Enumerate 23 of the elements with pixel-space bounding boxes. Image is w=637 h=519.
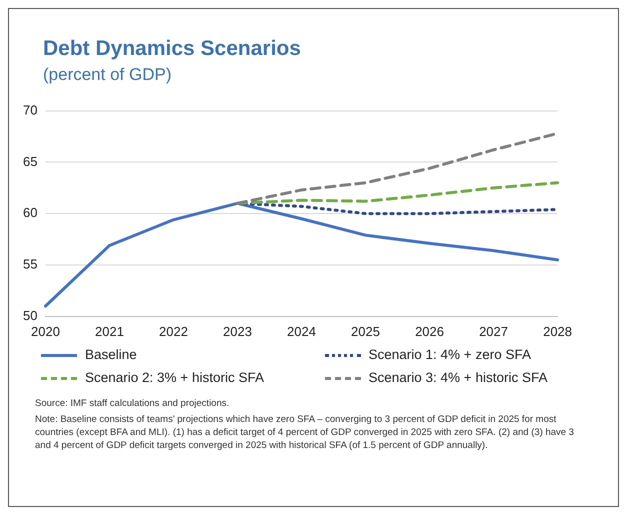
chart-title: Debt Dynamics Scenarios [43, 37, 302, 61]
x-tick-label: 2024 [287, 324, 316, 339]
x-tick-label: 2020 [31, 324, 60, 339]
text: Note: Baseline consists of teams' projections which have zero SFA – converging to 3 percent of GDP deficit in 2025 for most countries (except BFA and MLI). (1) has a deficit target of 4 percent of GDP converged in 2025 with zero SFA. (2) and (3) have 3 and 4 percent of GDP deficit targets converged in 2025 with historical SFA (of 1.5 percent of GDP annually). [35, 413, 575, 452]
legend-label: Scenario 1: 4% + zero SFA [368, 347, 531, 362]
y-tick-label: 60 [22, 205, 38, 220]
y-tick-label: 70 [22, 102, 38, 118]
y-tick-label: 55 [22, 256, 38, 272]
y-tick-label: 65 [22, 154, 38, 169]
legend-label: Scenario 3: 4% + historic SFA [368, 370, 548, 385]
legend-label: Baseline [85, 347, 137, 362]
x-tick-label: 2023 [223, 324, 252, 339]
x-tick-label: 2026 [415, 324, 444, 339]
x-tick-label: 2021 [95, 324, 124, 339]
line-series [236, 181, 560, 205]
y-tick-label: 50 [22, 308, 38, 323]
x-tick-label: 2027 [479, 324, 508, 339]
x-tick-label: 2028 [543, 324, 572, 339]
x-tick-label: 2025 [351, 324, 380, 339]
x-tick-label: 2022 [159, 324, 188, 339]
source-note: Source: IMF staff calculations and projections. [35, 397, 230, 410]
chart-subtitle: (percent of GDP) [43, 65, 172, 85]
legend-label: Scenario 2: 3% + historic SFA [85, 370, 264, 385]
